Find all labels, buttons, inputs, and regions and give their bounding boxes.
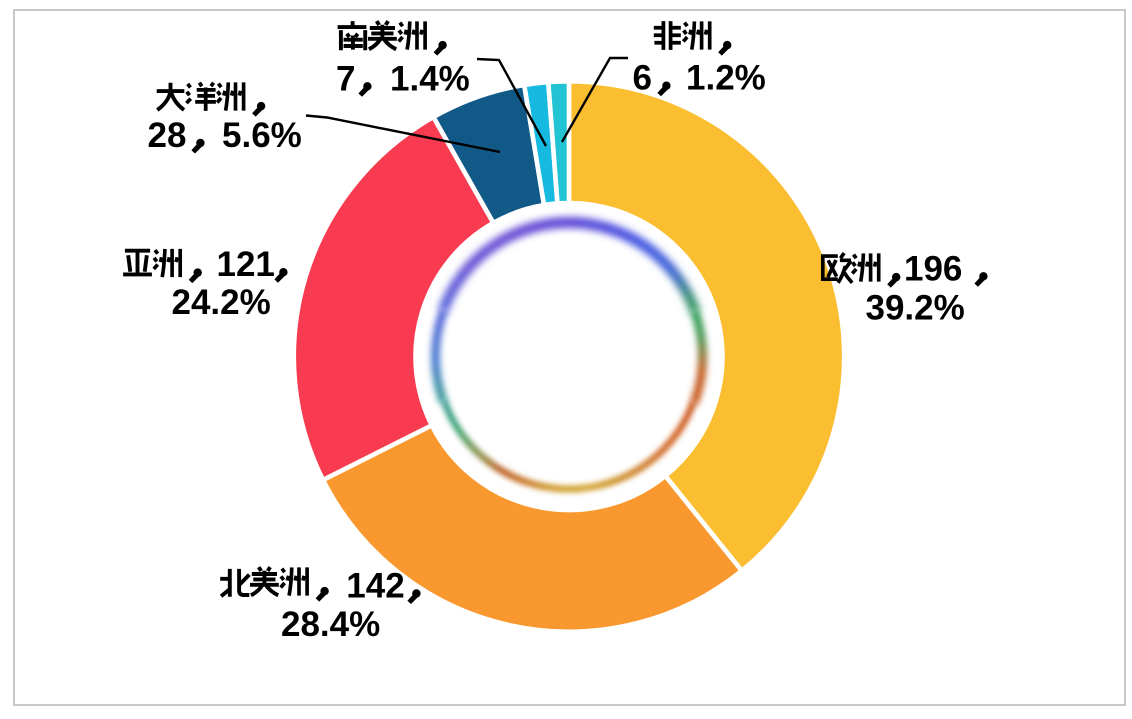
svg-text:6: 6 — [633, 59, 652, 98]
svg-text:142: 142 — [346, 567, 404, 606]
svg-text:24.2%: 24.2% — [172, 283, 271, 322]
svg-text:28: 28 — [148, 116, 187, 155]
svg-text:5.6%: 5.6% — [222, 116, 302, 155]
svg-text:28.4%: 28.4% — [281, 605, 380, 644]
svg-text:39.2%: 39.2% — [866, 288, 965, 327]
svg-text:1.4%: 1.4% — [390, 59, 470, 98]
svg-text:121: 121 — [217, 245, 275, 284]
svg-text:1.2%: 1.2% — [686, 59, 766, 98]
svg-text:7: 7 — [336, 59, 355, 98]
svg-text:196: 196 — [904, 249, 962, 288]
